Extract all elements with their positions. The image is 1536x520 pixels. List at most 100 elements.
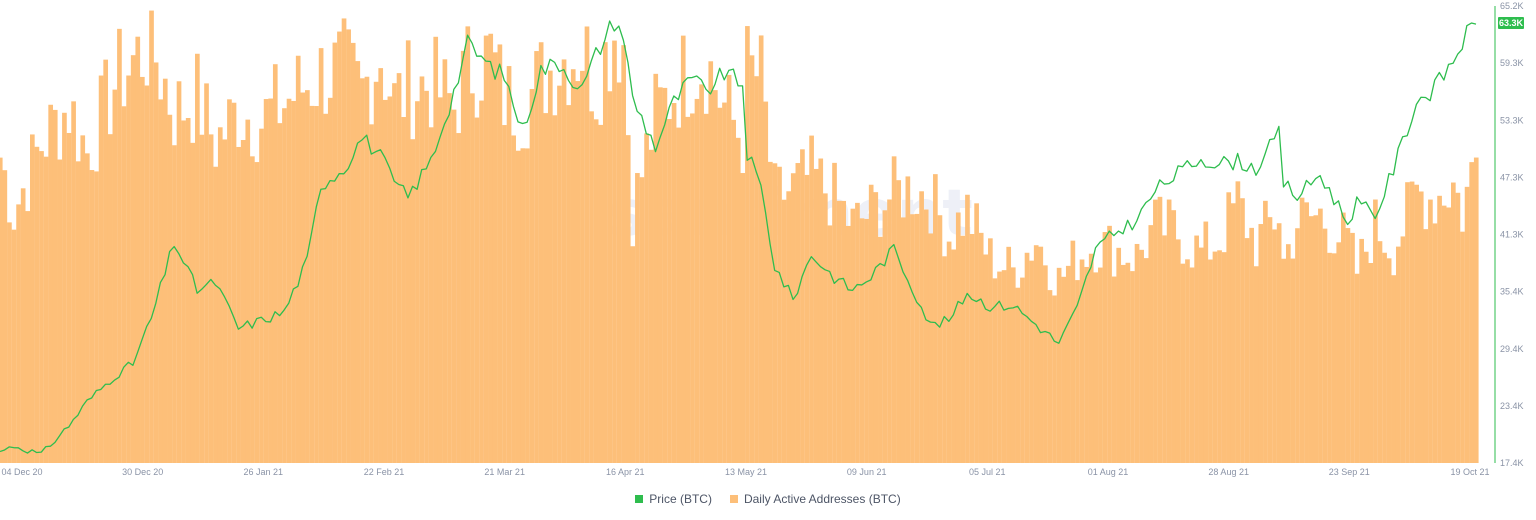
active-addresses-bar: [185, 118, 191, 463]
active-addresses-bar: [969, 233, 975, 463]
active-addresses-bar: [396, 73, 402, 464]
active-addresses-bar: [873, 192, 879, 463]
active-addresses-bar: [401, 117, 406, 463]
active-addresses-bar: [0, 157, 3, 463]
active-addresses-bar: [983, 254, 989, 463]
active-addresses-bar: [777, 166, 782, 463]
active-addresses-bar: [1432, 223, 1438, 463]
x-tick-label: 04 Dec 20: [1, 467, 42, 477]
active-addresses-bar: [900, 217, 906, 463]
active-addresses-bar: [648, 149, 654, 463]
active-addresses-bar: [149, 10, 154, 463]
active-addresses-bar: [1120, 264, 1126, 463]
active-addresses-bar: [48, 104, 54, 463]
active-addresses-bar: [34, 146, 40, 464]
active-addresses-bar: [364, 76, 370, 464]
active-addresses-bar: [795, 163, 801, 464]
active-addresses-bar: [1148, 225, 1154, 463]
active-addresses-bar: [1143, 258, 1149, 463]
active-addresses-bar: [1249, 227, 1254, 463]
active-addresses-bar: [1253, 266, 1259, 463]
active-addresses-bar: [566, 105, 571, 464]
active-addresses-bar: [726, 74, 732, 464]
active-addresses-bar: [497, 44, 503, 463]
active-addresses-bar: [694, 98, 700, 463]
active-addresses-bar: [653, 73, 659, 463]
active-addresses-bar: [460, 50, 466, 464]
active-addresses-bar: [1359, 238, 1364, 463]
active-addresses-bar: [974, 203, 979, 463]
active-addresses-bar: [2, 170, 8, 463]
active-addresses-bar: [1098, 267, 1103, 463]
active-addresses-bar: [268, 98, 274, 463]
active-addresses-bar: [818, 158, 824, 463]
active-addresses-bar: [30, 134, 35, 463]
active-addresses-bar: [878, 236, 883, 463]
active-addresses-bar: [960, 235, 966, 463]
active-addresses-bar: [94, 171, 99, 464]
active-addresses-bar: [662, 87, 668, 464]
active-addresses-bar: [685, 116, 691, 463]
active-addresses-bar: [790, 173, 796, 464]
active-addresses-bar: [827, 225, 833, 463]
active-addresses-bar: [813, 168, 819, 463]
active-addresses-bar: [561, 59, 567, 464]
active-addresses-bar: [1153, 199, 1158, 463]
active-addresses-bar: [204, 83, 209, 463]
active-addresses-bar: [1267, 217, 1273, 463]
x-tick-label: 13 May 21: [725, 467, 767, 477]
active-addresses-bar: [195, 53, 200, 464]
active-addresses-bar: [772, 163, 778, 463]
active-addresses-bar: [1198, 247, 1204, 463]
active-addresses-bar: [437, 97, 443, 464]
active-addresses-bar: [346, 29, 351, 464]
active-addresses-bar: [1368, 263, 1374, 463]
active-addresses-bar: [1363, 251, 1369, 463]
active-addresses-bar: [1290, 258, 1296, 463]
active-addresses-bar: [25, 211, 31, 463]
active-addresses-bar: [859, 218, 865, 463]
active-addresses-bar: [337, 31, 342, 464]
active-addresses-bar: [428, 127, 434, 464]
active-addresses-bar: [71, 101, 76, 463]
active-addresses-bar: [928, 233, 934, 463]
active-addresses-bar: [832, 162, 837, 464]
active-addresses-bar: [635, 173, 640, 464]
active-addresses-bar: [20, 188, 26, 463]
active-addresses-bar: [66, 132, 72, 464]
active-addresses-bar: [1386, 258, 1392, 463]
price-swatch: [635, 495, 644, 503]
active-addresses-bar: [1460, 231, 1465, 463]
active-addresses-bar: [1139, 249, 1144, 463]
active-addresses-bar: [332, 42, 338, 463]
active-addresses-bar: [1235, 181, 1241, 463]
active-addresses-bar: [722, 102, 727, 463]
active-addresses-bar: [291, 100, 296, 463]
active-addresses-bar: [978, 232, 984, 463]
active-addresses-bar: [259, 128, 264, 464]
legend-item-price[interactable]: Price (BTC): [635, 492, 712, 506]
active-addresses-bar: [11, 229, 17, 463]
active-addresses-bar: [713, 90, 718, 464]
active-addresses-bar: [584, 26, 590, 463]
active-addresses-bar: [1405, 182, 1410, 463]
legend: Price (BTC) Daily Active Addresses (BTC): [0, 492, 1536, 506]
active-addresses-bar: [1441, 205, 1447, 463]
active-addresses-bar: [1340, 212, 1346, 463]
active-addresses-bar: [1244, 238, 1250, 463]
y-tick-label: 29.4K: [1500, 344, 1524, 354]
active-addresses-bar: [804, 174, 810, 463]
active-addresses-bar: [680, 35, 686, 463]
x-tick-label: 26 Jan 21: [244, 467, 284, 477]
active-addresses-bar: [951, 249, 957, 463]
x-tick-label: 21 Mar 21: [484, 467, 525, 477]
active-addresses-bar: [809, 135, 814, 463]
active-addresses-bar: [350, 42, 356, 464]
active-addresses-bar: [52, 109, 58, 463]
active-addresses-bar: [305, 90, 310, 463]
active-addresses-bar: [1020, 277, 1025, 463]
active-addresses-bar: [470, 93, 475, 463]
active-addresses-bar: [1065, 265, 1071, 463]
active-addresses-bar: [593, 119, 599, 463]
legend-item-active-addresses[interactable]: Daily Active Addresses (BTC): [729, 492, 901, 506]
